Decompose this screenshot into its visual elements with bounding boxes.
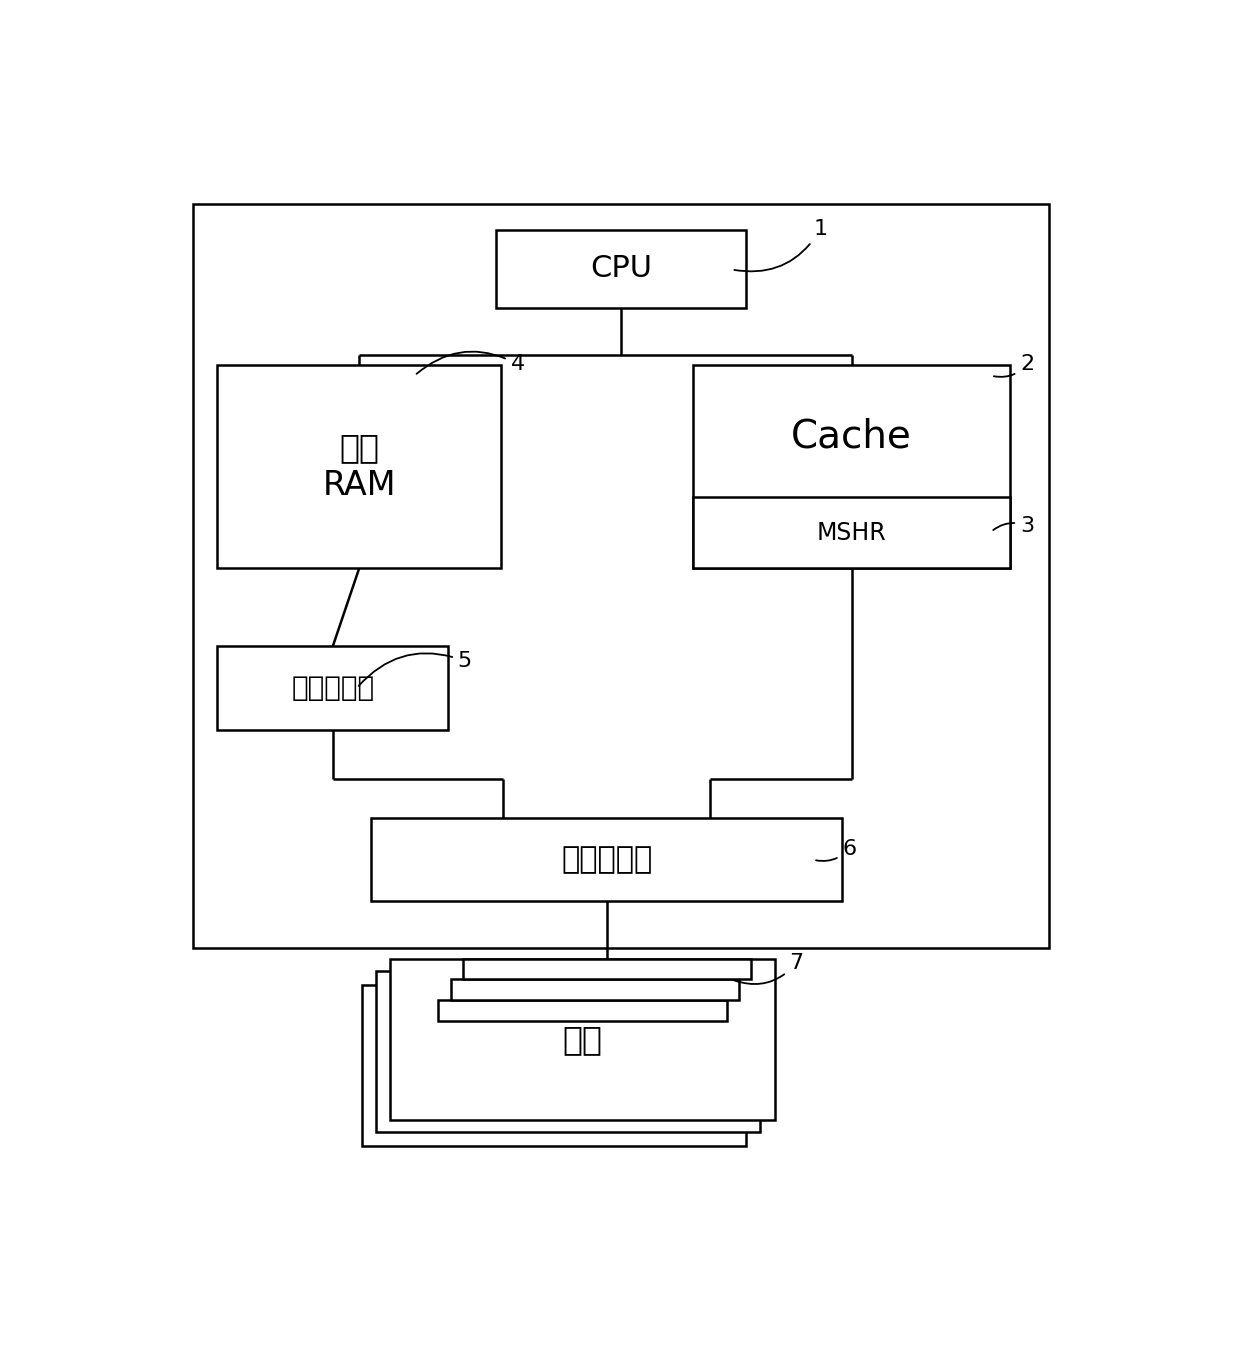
Text: 内存控制器: 内存控制器: [560, 845, 652, 875]
Text: Cache: Cache: [791, 418, 913, 456]
Text: 3: 3: [993, 516, 1034, 535]
Bar: [362, 984, 746, 1146]
Bar: [217, 365, 501, 568]
Bar: [463, 959, 750, 979]
Bar: [217, 646, 448, 730]
Text: MSHR: MSHR: [817, 521, 887, 545]
Text: 6: 6: [816, 838, 857, 861]
Bar: [451, 979, 739, 1000]
Text: 7: 7: [734, 953, 804, 984]
Bar: [371, 818, 842, 902]
Bar: [439, 1000, 727, 1021]
Text: 访存加速器: 访存加速器: [291, 673, 374, 702]
Text: 片上
RAM: 片上 RAM: [322, 431, 396, 503]
Text: 2: 2: [993, 354, 1034, 377]
Text: 5: 5: [358, 652, 472, 685]
Bar: [496, 230, 746, 308]
Text: 4: 4: [417, 352, 525, 375]
Text: 内存: 内存: [563, 1023, 603, 1056]
Bar: [193, 204, 1049, 948]
Bar: [693, 498, 1011, 568]
Bar: [693, 365, 1011, 568]
Bar: [391, 959, 775, 1119]
Text: CPU: CPU: [590, 254, 652, 284]
Text: 1: 1: [734, 219, 827, 272]
Bar: [376, 971, 760, 1133]
